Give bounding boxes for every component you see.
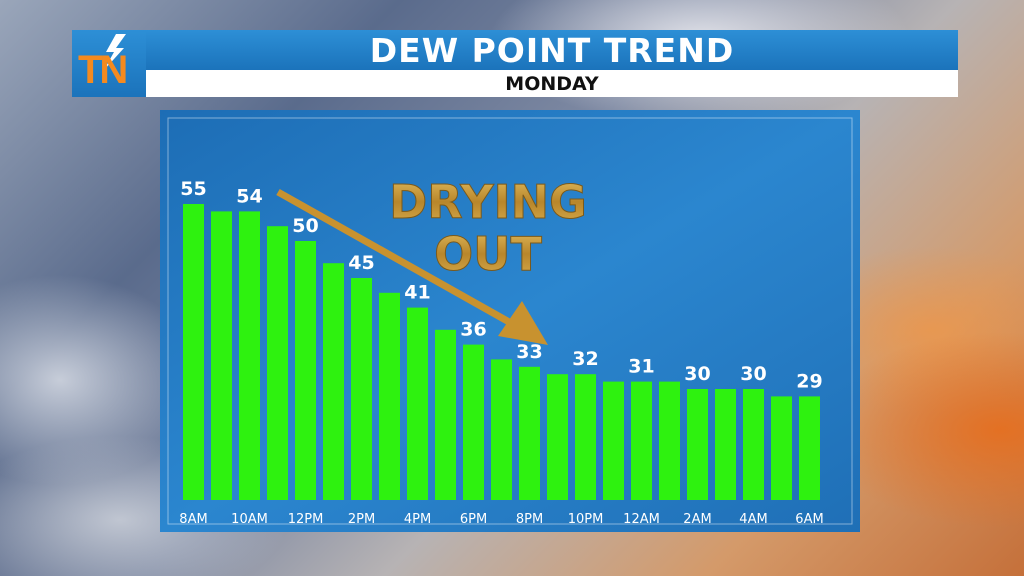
value-label: 33 xyxy=(516,341,542,363)
bars-layer xyxy=(183,204,820,500)
logo-text: TN xyxy=(78,48,128,92)
bar-9PM xyxy=(547,374,568,500)
value-label: 45 xyxy=(348,252,374,274)
bar-8PM xyxy=(519,366,540,500)
bar-12PM xyxy=(295,241,316,500)
annotation-line2: OUT xyxy=(434,227,542,281)
bar-4PM xyxy=(407,307,428,500)
page-subtitle: MONDAY xyxy=(146,70,958,97)
x-tick-label: 10PM xyxy=(568,512,604,527)
x-tick-label: 8AM xyxy=(179,512,207,527)
bar-5AM xyxy=(771,396,792,500)
bar-2AM xyxy=(687,389,708,500)
bar-9AM xyxy=(211,211,232,500)
value-label: 54 xyxy=(236,185,262,207)
value-label: 55 xyxy=(180,178,206,200)
x-tick-label: 4PM xyxy=(404,512,431,527)
value-label: 30 xyxy=(684,363,710,385)
bar-10PM xyxy=(575,374,596,500)
header-bar xyxy=(72,30,958,70)
lightning-bolt-icon xyxy=(104,34,126,70)
bar-2PM xyxy=(351,278,372,500)
x-tick-label: 6AM xyxy=(795,512,823,527)
x-tick-label: 6PM xyxy=(460,512,487,527)
bar-3AM xyxy=(715,389,736,500)
station-logo: TN xyxy=(72,30,146,97)
chart-panel-border xyxy=(167,117,853,525)
bar-1PM xyxy=(323,263,344,500)
bar-6PM xyxy=(463,344,484,500)
x-tick-label: 4AM xyxy=(739,512,767,527)
x-tick-label: 12PM xyxy=(288,512,324,527)
bar-10AM xyxy=(239,211,260,500)
bar-11AM xyxy=(267,226,288,500)
value-labels-layer: 55 54 50 45 41 36 33 32 31 30 30 29 xyxy=(180,178,822,392)
bar-8AM xyxy=(183,204,204,500)
value-label: 36 xyxy=(460,319,486,341)
tick-labels-layer: 8AM 10AM 12PM 2PM 4PM 6PM 8PM 10PM 12AM 2AM 4AM 6AM xyxy=(179,512,823,527)
x-tick-label: 10AM xyxy=(231,512,268,527)
down-right-arrow-icon xyxy=(276,188,548,345)
value-label: 31 xyxy=(628,356,654,378)
x-tick-label: 2AM xyxy=(683,512,711,527)
value-label: 32 xyxy=(572,348,598,370)
value-label: 30 xyxy=(740,363,766,385)
x-tick-label: 8PM xyxy=(516,512,543,527)
value-label: 50 xyxy=(292,215,318,237)
x-tick-label: 12AM xyxy=(623,512,660,527)
bar-3PM xyxy=(379,292,400,500)
bar-7PM xyxy=(491,359,512,500)
x-tick-label: 2PM xyxy=(348,512,375,527)
bar-11PM xyxy=(603,381,624,500)
bar-5PM xyxy=(435,329,456,500)
bar-4AM xyxy=(743,389,764,500)
bar-12AM xyxy=(631,381,652,500)
annotation-line1: DRYING xyxy=(389,175,587,229)
value-label: 29 xyxy=(796,370,822,392)
value-label: 41 xyxy=(404,282,430,304)
bar-6AM xyxy=(799,396,820,500)
bar-1AM xyxy=(659,381,680,500)
page-title: DEW POINT TREND xyxy=(369,31,735,70)
